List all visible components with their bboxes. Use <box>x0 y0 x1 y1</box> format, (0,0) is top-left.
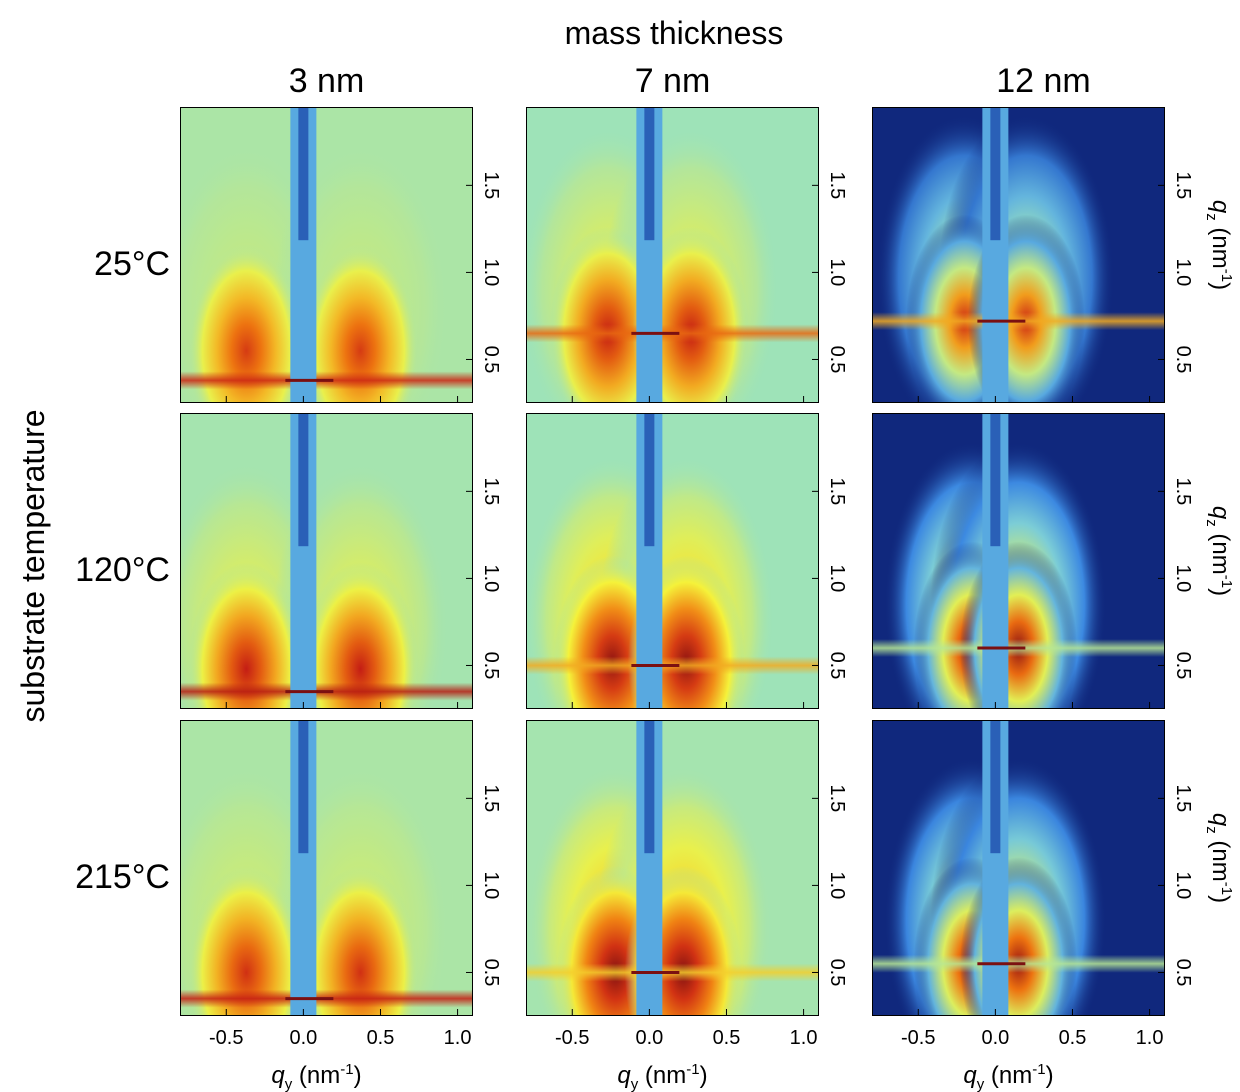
z-tick-label: 1.0 <box>480 259 502 287</box>
panel-frame <box>872 720 1165 1016</box>
beamstop-shadow <box>298 107 309 241</box>
heatmap-panel <box>872 720 1165 1016</box>
x-tick-label: 0.5 <box>1059 1027 1087 1049</box>
z-tick-label: 0.5 <box>826 959 848 987</box>
z-tick-label: 1.0 <box>1172 872 1194 900</box>
z-tick-label: 0.5 <box>480 652 502 680</box>
beamstop-shadow <box>298 720 309 854</box>
qz-axis-title: qz (nm-1) <box>1203 506 1235 596</box>
x-tick-label: 1.0 <box>444 1027 472 1049</box>
beamstop-shadow <box>644 107 655 241</box>
panel-frame <box>180 413 473 709</box>
z-tick-label: 0.5 <box>826 652 848 680</box>
z-tick-label: 0.5 <box>480 959 502 987</box>
z-tick-label: 1.5 <box>480 784 502 812</box>
z-tick-label: 1.5 <box>826 477 848 505</box>
x-tick-label: 0.5 <box>367 1027 395 1049</box>
z-tick-label: 1.0 <box>480 565 502 593</box>
beamstop-shadow <box>298 413 309 547</box>
z-tick-label: 1.5 <box>826 171 848 199</box>
heatmap-panel <box>872 107 1165 403</box>
beamstop-shadow <box>990 413 1001 547</box>
z-tick-label: 1.5 <box>480 477 502 505</box>
heatmap-panel <box>180 413 473 709</box>
heatmap-panel <box>180 720 473 1016</box>
scattering-lobe <box>187 562 305 709</box>
x-tick-label: -0.5 <box>209 1027 243 1049</box>
panel-frame <box>180 107 473 403</box>
panel-frame <box>526 107 819 403</box>
beamstop-shadow <box>990 107 1001 241</box>
beamstop-shadow <box>990 720 1001 854</box>
x-tick-label: -0.5 <box>901 1027 935 1049</box>
scattering-lobe <box>301 244 420 403</box>
qz-axis-title: qz (nm-1) <box>1203 813 1235 903</box>
z-tick-label: 0.5 <box>1172 346 1194 374</box>
row-header: 215°C <box>75 858 170 896</box>
z-tick-label: 1.0 <box>1172 259 1194 287</box>
heatmap-panel <box>526 413 819 709</box>
z-tick-label: 1.0 <box>826 565 848 593</box>
scattering-lobe <box>301 865 420 1016</box>
scattering-lobe <box>187 865 305 1016</box>
x-tick-label: 0.0 <box>635 1027 663 1049</box>
scattering-lobe <box>301 562 420 709</box>
heatmap-panel <box>180 107 473 403</box>
panel-frame <box>526 720 819 1016</box>
scattering-lobe <box>187 244 305 403</box>
mass-thickness-label: mass thickness <box>565 15 784 51</box>
qy-axis-title: qy (nm-1) <box>617 1061 707 1092</box>
z-tick-label: 0.5 <box>1172 959 1194 987</box>
heatmap-panel <box>526 720 819 1016</box>
row-header: 120°C <box>75 551 170 589</box>
row-header: 25°C <box>94 245 170 283</box>
panel-frame <box>872 413 1165 709</box>
z-tick-label: 1.0 <box>826 259 848 287</box>
panel-frame <box>526 413 819 709</box>
z-tick-label: 1.0 <box>480 872 502 900</box>
x-tick-label: 0.0 <box>289 1027 317 1049</box>
z-tick-label: 0.5 <box>826 346 848 374</box>
column-header: 7 nm <box>635 62 711 100</box>
beamstop-shadow <box>644 720 655 854</box>
qz-axis-title: qz (nm-1) <box>1203 200 1235 290</box>
z-tick-label: 1.5 <box>480 171 502 199</box>
qy-axis-title: qy (nm-1) <box>963 1061 1053 1092</box>
beamstop-shadow <box>644 413 655 547</box>
z-tick-label: 1.5 <box>826 784 848 812</box>
column-header: 12 nm <box>996 62 1091 100</box>
x-tick-label: -0.5 <box>555 1027 589 1049</box>
z-tick-label: 1.0 <box>826 872 848 900</box>
z-tick-label: 1.5 <box>1172 784 1194 812</box>
x-tick-label: 1.0 <box>790 1027 818 1049</box>
z-tick-label: 1.5 <box>1172 171 1194 199</box>
z-tick-label: 1.5 <box>1172 477 1194 505</box>
qy-axis-title: qy (nm-1) <box>271 1061 361 1092</box>
substrate-temperature-label: substrate temperature <box>15 409 51 722</box>
heatmap-panel <box>526 107 819 403</box>
column-header: 3 nm <box>289 62 365 100</box>
x-tick-label: 0.0 <box>981 1027 1009 1049</box>
x-tick-label: 1.0 <box>1136 1027 1164 1049</box>
x-tick-label: 0.5 <box>713 1027 741 1049</box>
z-tick-label: 1.0 <box>1172 565 1194 593</box>
panel-frame <box>872 107 1165 403</box>
heatmap-panel <box>872 413 1165 709</box>
panel-frame <box>180 720 473 1016</box>
z-tick-label: 0.5 <box>1172 652 1194 680</box>
z-tick-label: 0.5 <box>480 346 502 374</box>
